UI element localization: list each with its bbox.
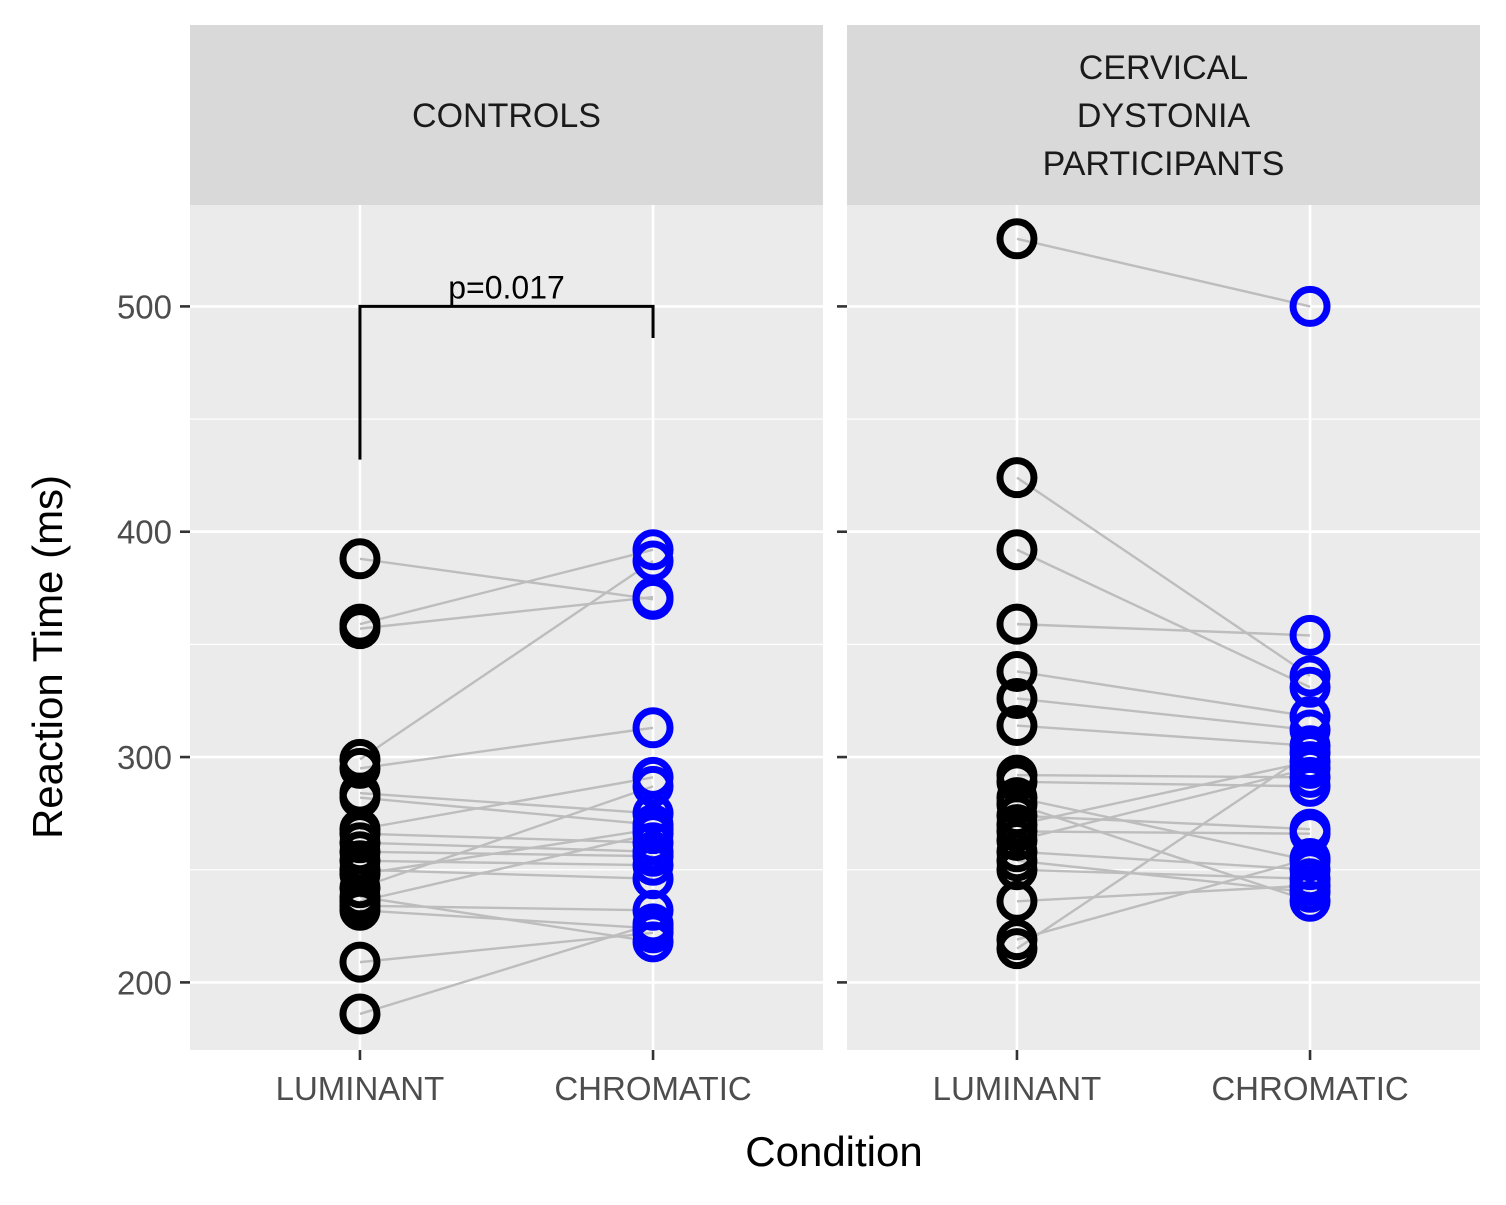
x-tick-label: CHROMATIC [1211,1070,1408,1107]
facet-strip [190,25,823,205]
pair-line [1016,237,1311,308]
x-axis-title: Condition [745,1128,922,1175]
pair-line [359,796,654,826]
luminant-point [996,705,1038,747]
chromatic-point [1289,865,1331,907]
pair-line [1016,884,1311,903]
pair-line [359,850,654,858]
pair-line [359,832,654,903]
chromatic-point [1289,285,1331,327]
pair-line [1016,724,1311,747]
pair-line [1016,767,1311,842]
luminant-point [339,941,381,983]
pair-line [1016,773,1311,779]
pair-line [1016,796,1311,862]
pair-line [359,557,654,601]
chromatic-point [632,889,674,931]
y-tick-label: 300 [117,739,172,776]
luminant-point [996,529,1038,571]
pair-line [359,827,654,876]
luminant-point [996,677,1038,719]
y-tick-label: 500 [117,288,172,325]
pair-line [1016,697,1311,732]
facet-title-line: DYSTONIA [1077,97,1251,135]
chromatic-point [1289,666,1331,708]
panel-2: CERVICAL DYSTONIA PARTICIPANTS LUMINANT CHRO… [837,25,1480,1107]
pair-line [359,560,654,761]
chromatic-point [632,707,674,749]
pair-line [359,548,654,626]
luminant-point [996,928,1038,970]
pair-line [359,776,654,831]
pair-line [1016,476,1311,677]
panel-1: CONTROLS p=0.017 LUMINANT CHROMATIC 200 300 40… [117,25,823,1107]
facet-title-line: PARTICIPANTS [1043,145,1285,183]
luminant-point [339,608,381,650]
chromatic-point [1289,747,1331,789]
p-value-label: p=0.017 [448,269,565,305]
facet-title-line: CERVICAL [1079,49,1248,87]
pair-line [359,904,654,912]
chromatic-point [632,540,674,582]
luminant-point [996,218,1038,260]
y-axis-title: Reaction Time (ms) [24,475,71,839]
chromatic-point [1289,614,1331,656]
luminant-point [339,538,381,580]
chromatic-point [1289,837,1331,879]
luminant-point [996,880,1038,922]
pair-line [359,841,654,853]
facet-title-line: CONTROLS [412,97,601,135]
pair-line [1016,751,1311,950]
x-tick-label: CHROMATIC [554,1070,751,1107]
pair-line [1016,760,1311,826]
y-tick-label: 200 [117,964,172,1001]
panel-background [847,205,1480,1050]
pair-line [1016,548,1311,689]
pair-line [1016,868,1311,880]
chromatic-point [632,903,674,945]
pair-line [359,595,654,630]
pair-line [1016,814,1311,831]
luminant-point [996,603,1038,645]
x-tick-label: LUMINANT [276,1070,445,1107]
luminant-point [996,457,1038,499]
pair-line [359,726,654,770]
chromatic-point [632,765,674,807]
luminant-point [339,993,381,1035]
pair-line [359,922,654,1016]
chromatic-point [632,813,674,855]
x-tick-label: LUMINANT [933,1070,1102,1107]
pair-line [1016,622,1311,637]
luminant-point [339,747,381,789]
luminant-point [339,889,381,931]
pair-line [359,909,654,930]
pair-line [1016,670,1311,718]
pair-line [359,785,654,889]
significance-bracket [358,304,655,460]
luminant-point [996,650,1038,692]
pair-line [1016,850,1311,871]
chromatic-point [1289,732,1331,774]
pair-line [1016,830,1311,835]
pair-line [359,859,654,867]
pair-line [1016,803,1311,903]
facet-strip [847,25,1480,205]
pair-line [1016,857,1311,941]
panel-background [190,205,823,1050]
y-tick-label: 400 [117,514,172,551]
